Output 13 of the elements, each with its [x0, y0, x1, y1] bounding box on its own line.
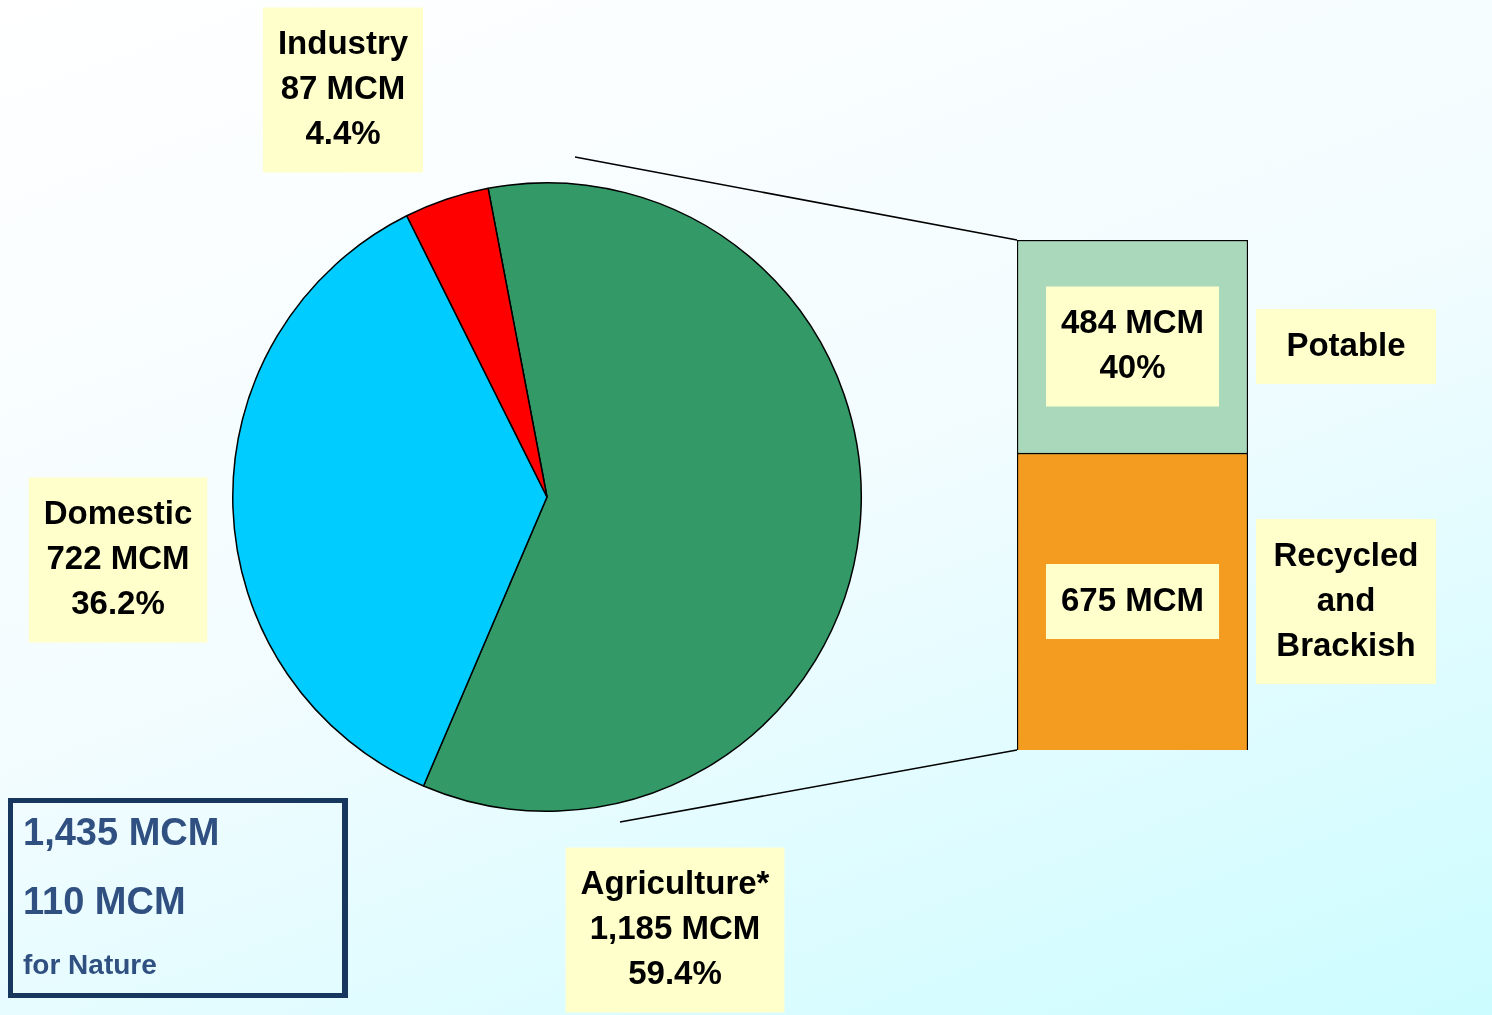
- slice-label: Domestic: [43, 494, 193, 532]
- slice-label: Industry: [277, 24, 409, 62]
- data-label: 1,185 MCM 59.4%: [589, 909, 761, 992]
- series-label: Potable: [1286, 325, 1406, 363]
- data-label: 722 MCM 36.2%: [46, 539, 190, 622]
- text: 110 MCM: [23, 880, 187, 923]
- text: 1,435 MCM: [23, 811, 221, 854]
- series-label: Recycled and Brackish: [1273, 535, 1419, 663]
- data-label: 675 MCM: [1060, 580, 1205, 618]
- data-label: 87 MCM 4.4%: [280, 69, 406, 152]
- slice-label: Agriculture*: [580, 864, 770, 902]
- data-label: 484 MCM 40%: [1060, 303, 1205, 386]
- text: for Nature: [23, 949, 158, 981]
